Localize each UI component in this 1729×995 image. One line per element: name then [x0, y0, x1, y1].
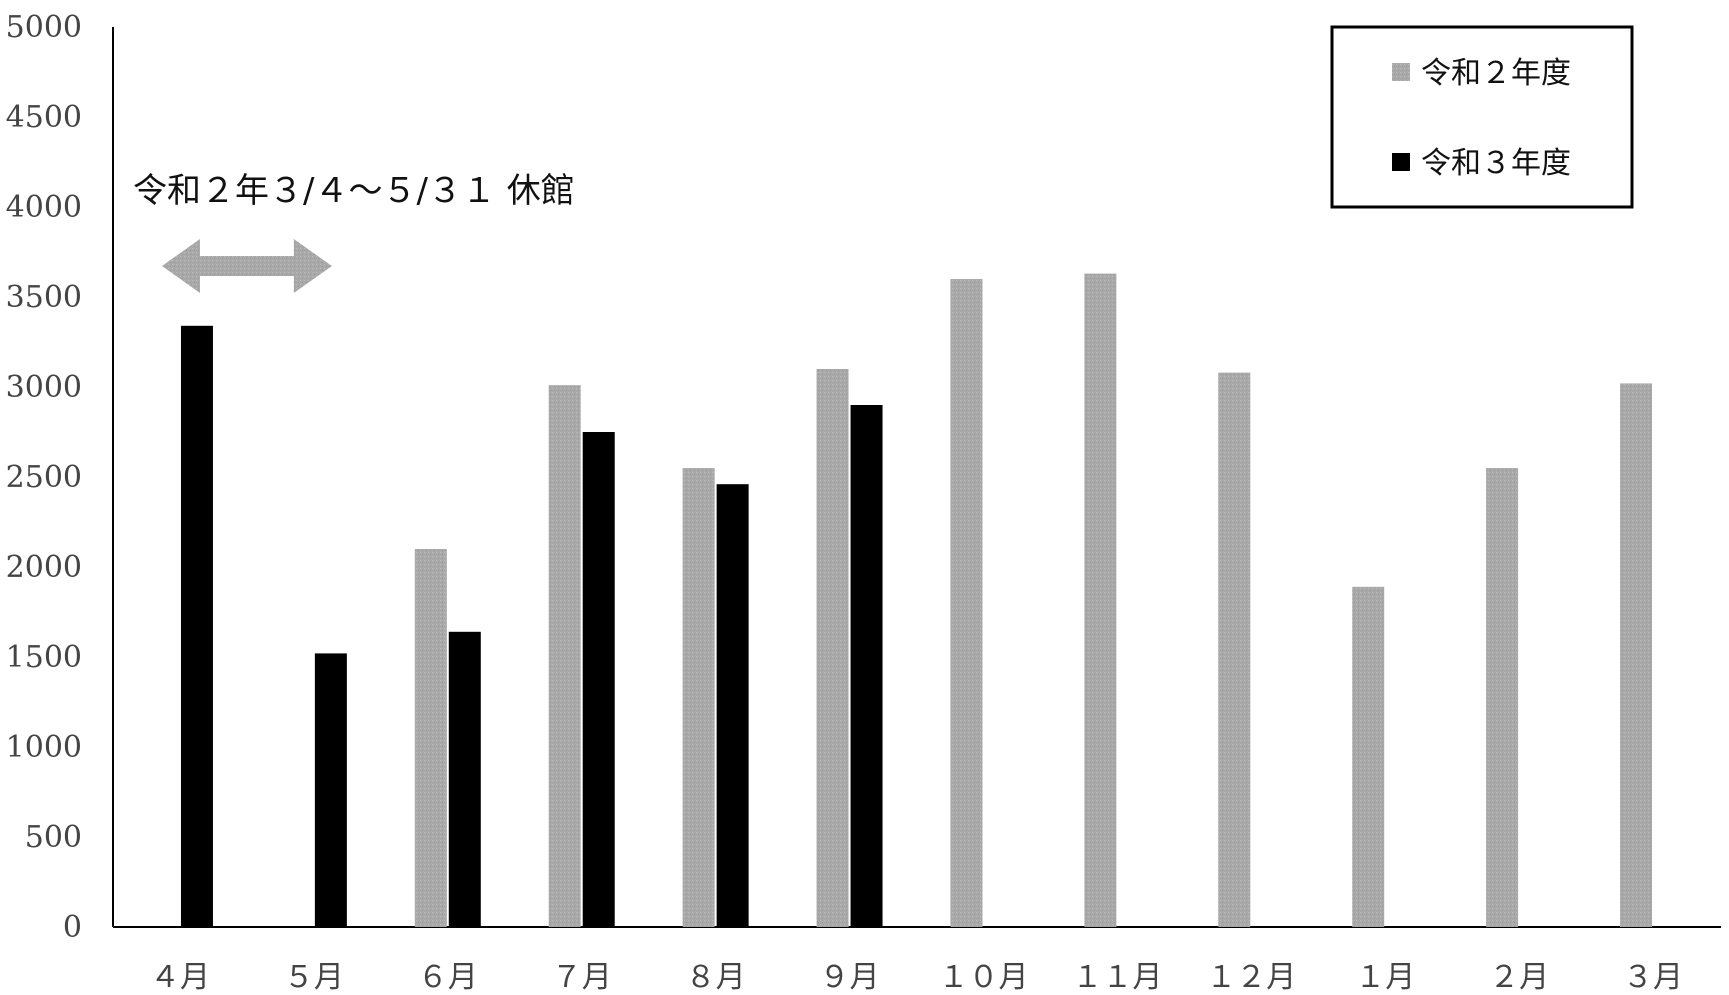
x-tick-label-4: ４月: [150, 960, 210, 995]
y-tick-label-2000: 2000: [6, 550, 82, 585]
y-tick-label-4000: 4000: [6, 190, 82, 225]
y-tick-label-0: 0: [63, 910, 82, 945]
x-tick-label-8: ８月: [686, 960, 746, 995]
bar-reiwa2-12: [1218, 372, 1251, 928]
annotation: 令和２年３/４～５/３１ 休館: [133, 171, 575, 293]
bar-reiwa2-8: [682, 468, 715, 927]
y-tick-label-2500: 2500: [6, 460, 82, 495]
bar-reiwa3-8: [716, 484, 749, 927]
y-tick-label-1000: 1000: [6, 730, 82, 765]
bar-reiwa2-3: [1620, 383, 1653, 927]
bar-reiwa3-5: [314, 653, 347, 927]
bar-reiwa2-10: [950, 279, 983, 927]
x-tick-label-1: １月: [1355, 960, 1415, 995]
bar-reiwa3-9: [850, 405, 883, 927]
y-tick-label-4500: 4500: [6, 100, 82, 135]
bar-reiwa2-2: [1486, 468, 1519, 927]
bar-reiwa3-7: [582, 432, 615, 927]
x-tick-label-6: ６月: [418, 960, 478, 995]
bar-reiwa2-1: [1352, 586, 1385, 927]
y-tick-label-500: 500: [25, 820, 82, 855]
x-tick-label-9: ９月: [820, 960, 880, 995]
y-tick-label-1500: 1500: [6, 640, 82, 675]
bar-reiwa2-7: [548, 385, 581, 927]
x-tick-label-7: ７月: [552, 960, 612, 995]
bar-reiwa2-11: [1084, 273, 1117, 928]
bars: [180, 273, 1653, 928]
x-tick-label-5: ５月: [284, 960, 344, 995]
x-tick-label-11: １１月: [1072, 960, 1162, 995]
legend-label-reiwa2: 令和２年度: [1421, 56, 1571, 91]
legend: 令和２年度 令和３年度: [1330, 25, 1634, 209]
legend-label-reiwa3: 令和３年度: [1421, 146, 1571, 181]
y-tick-label-3000: 3000: [6, 370, 82, 405]
y-tick-label-5000: 5000: [6, 10, 82, 45]
x-tick-label-10: １０月: [938, 960, 1028, 995]
legend-box: [1330, 25, 1634, 209]
bar-reiwa3-4: [180, 325, 213, 927]
legend-swatch-reiwa3: [1392, 153, 1410, 171]
legend-swatch-reiwa2: [1392, 63, 1410, 81]
bar-reiwa3-6: [448, 631, 481, 927]
y-tick-label-3500: 3500: [6, 280, 82, 315]
closure-arrow: [161, 239, 332, 293]
bar-reiwa2-6: [414, 549, 447, 927]
x-tick-label-3: ３月: [1623, 960, 1683, 995]
bar-reiwa2-9: [816, 369, 849, 927]
x-tick-label-2: ２月: [1489, 960, 1549, 995]
x-tick-label-12: １２月: [1206, 960, 1296, 995]
x-axis: ４月 ５月 ６月 ７月 ８月 ９月 １０月 １１月 １２月 １月 ２月 ３月: [113, 926, 1721, 995]
closure-note: 令和２年３/４～５/３１ 休館: [133, 171, 575, 211]
